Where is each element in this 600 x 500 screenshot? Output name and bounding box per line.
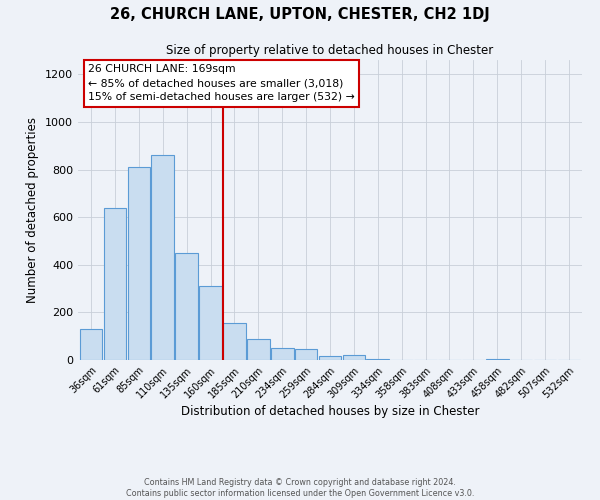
Text: 26 CHURCH LANE: 169sqm
← 85% of detached houses are smaller (3,018)
15% of semi-: 26 CHURCH LANE: 169sqm ← 85% of detached…	[88, 64, 355, 102]
Text: 26, CHURCH LANE, UPTON, CHESTER, CH2 1DJ: 26, CHURCH LANE, UPTON, CHESTER, CH2 1DJ	[110, 8, 490, 22]
Bar	[80, 329, 103, 360]
Bar	[343, 355, 365, 360]
Bar	[128, 167, 150, 360]
Bar	[367, 359, 389, 360]
Bar	[271, 348, 293, 360]
Bar	[151, 155, 174, 360]
Text: Contains HM Land Registry data © Crown copyright and database right 2024.
Contai: Contains HM Land Registry data © Crown c…	[126, 478, 474, 498]
Bar	[247, 338, 269, 360]
Title: Size of property relative to detached houses in Chester: Size of property relative to detached ho…	[166, 44, 494, 58]
Y-axis label: Number of detached properties: Number of detached properties	[26, 117, 40, 303]
X-axis label: Distribution of detached houses by size in Chester: Distribution of detached houses by size …	[181, 406, 479, 418]
Bar	[223, 323, 246, 360]
Bar	[104, 208, 127, 360]
Bar	[175, 253, 198, 360]
Bar	[486, 359, 509, 360]
Bar	[295, 350, 317, 360]
Bar	[319, 356, 341, 360]
Bar	[199, 286, 222, 360]
